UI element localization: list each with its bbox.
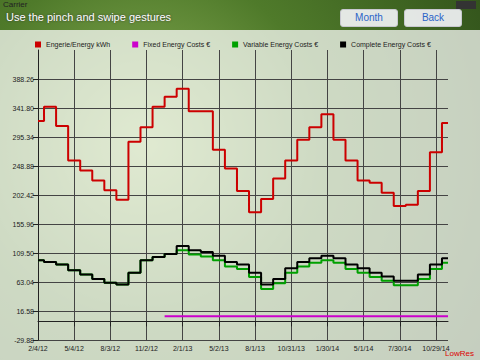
svg-text:-29.88: -29.88 [14, 337, 34, 344]
svg-text:Variable Energy Costs €: Variable Energy Costs € [243, 41, 318, 49]
svg-text:2/1/13: 2/1/13 [173, 345, 193, 352]
svg-text:10/29/14: 10/29/14 [422, 345, 450, 352]
svg-text:248.88: 248.88 [13, 163, 35, 170]
svg-text:5/2/13: 5/2/13 [209, 345, 229, 352]
svg-text:155.96: 155.96 [13, 221, 35, 228]
svg-text:Fixed Energy Costs €: Fixed Energy Costs € [143, 41, 210, 49]
svg-text:295.34: 295.34 [13, 134, 35, 141]
svg-text:63.04: 63.04 [16, 279, 34, 286]
svg-text:11/2/12: 11/2/12 [135, 345, 158, 352]
svg-text:Complete Energy Costs €: Complete Energy Costs € [351, 41, 431, 49]
svg-text:8/1/13: 8/1/13 [245, 345, 265, 352]
svg-text:202.42: 202.42 [13, 192, 35, 199]
svg-text:341.80: 341.80 [13, 105, 35, 112]
html-text:Use the pinch and swipe gestur: Use the pinch and swipe gestures [6, 11, 172, 23]
svg-text:2/4/12: 2/4/12 [28, 345, 48, 352]
svg-text:388.26: 388.26 [13, 76, 35, 83]
svg-text:109.50: 109.50 [13, 250, 35, 257]
html-text:Carrier: Carrier [3, 0, 28, 9]
html-text:Month: Month [355, 12, 383, 23]
html-text:LowRes: LowRes [445, 349, 474, 358]
svg-text:5/4/12: 5/4/12 [64, 345, 84, 352]
svg-text:8/3/12: 8/3/12 [101, 345, 121, 352]
svg-text:1/30/14: 1/30/14 [316, 345, 339, 352]
svg-text:16.58: 16.58 [16, 308, 34, 315]
svg-text:10/31/13: 10/31/13 [278, 345, 305, 352]
html-text:Back: Back [421, 12, 445, 23]
svg-text:5/1/14: 5/1/14 [354, 345, 374, 352]
svg-text:Engerie/Energy kWh: Engerie/Energy kWh [46, 41, 110, 49]
svg-text:7/30/14: 7/30/14 [388, 345, 411, 352]
